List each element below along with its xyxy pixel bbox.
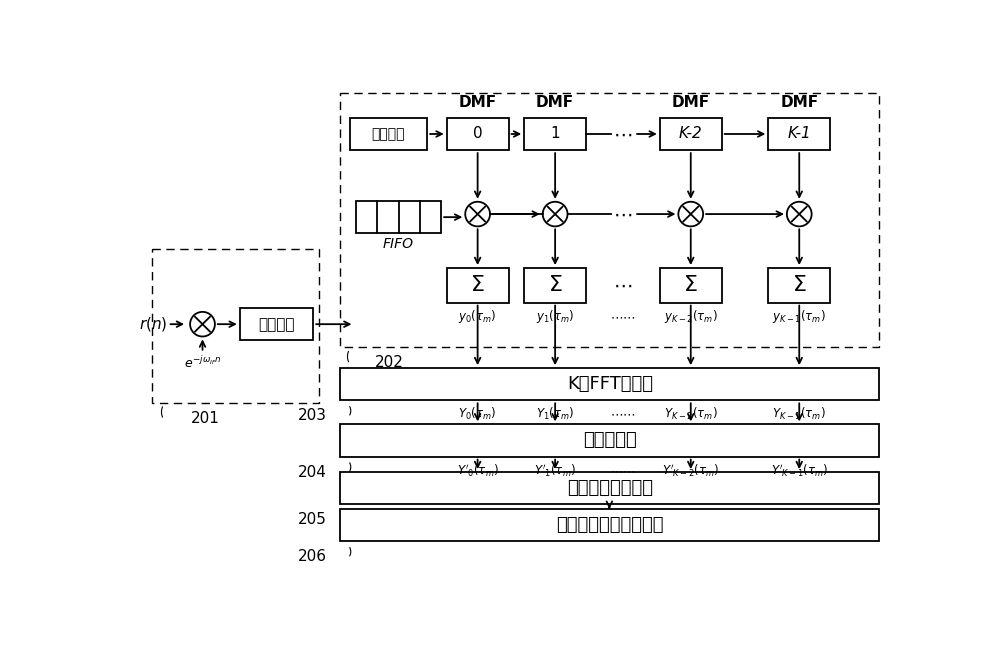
Bar bbox=[356, 201, 441, 233]
Text: $y_{K-2}(\tau_m)$: $y_{K-2}(\tau_m)$ bbox=[664, 308, 718, 325]
Text: $e^{-j\omega_{IF}n}$: $e^{-j\omega_{IF}n}$ bbox=[184, 355, 221, 371]
Bar bbox=[447, 268, 509, 303]
Text: $Y'_0(\tau_m)$: $Y'_0(\tau_m)$ bbox=[457, 462, 499, 479]
Text: 相邻残差补偿计算: 相邻残差补偿计算 bbox=[567, 479, 653, 497]
Text: $Y'_1(\tau_m)$: $Y'_1(\tau_m)$ bbox=[534, 462, 576, 479]
Text: 202: 202 bbox=[375, 355, 403, 370]
Text: $Y_{K-2}(\tau_m)$: $Y_{K-2}(\tau_m)$ bbox=[664, 407, 718, 422]
Bar bbox=[660, 268, 722, 303]
Circle shape bbox=[678, 202, 703, 226]
Bar bbox=[152, 249, 319, 403]
Text: $r(n)$: $r(n)$ bbox=[139, 315, 167, 333]
Bar bbox=[768, 268, 830, 303]
Text: 检测量提取与判决输出: 检测量提取与判决输出 bbox=[556, 516, 664, 534]
Bar bbox=[350, 118, 427, 150]
Text: $Y_0(\tau_m)$: $Y_0(\tau_m)$ bbox=[458, 407, 497, 422]
Circle shape bbox=[543, 202, 568, 226]
Text: DMF: DMF bbox=[536, 95, 574, 110]
Bar bbox=[660, 118, 722, 150]
Text: FIFO: FIFO bbox=[383, 237, 414, 251]
Bar bbox=[447, 118, 509, 150]
Text: $y_{K-1}(\tau_m)$: $y_{K-1}(\tau_m)$ bbox=[772, 308, 826, 325]
Bar bbox=[240, 308, 313, 340]
Text: $y_1(\tau_m)$: $y_1(\tau_m)$ bbox=[536, 308, 574, 325]
Text: $Y'_{K-2}(\tau_m)$: $Y'_{K-2}(\tau_m)$ bbox=[662, 462, 719, 479]
Text: 加窗运算器: 加窗运算器 bbox=[583, 432, 637, 449]
Bar bbox=[340, 93, 879, 347]
Text: $\cdots$: $\cdots$ bbox=[613, 124, 632, 143]
Text: K点FFT运算器: K点FFT运算器 bbox=[567, 375, 653, 393]
Bar bbox=[340, 368, 879, 401]
Text: 抽取滤波: 抽取滤波 bbox=[258, 317, 295, 332]
Bar bbox=[768, 118, 830, 150]
Text: $\cdots\cdots$: $\cdots\cdots$ bbox=[610, 310, 635, 323]
Bar bbox=[524, 268, 586, 303]
Text: $Y_{K-1}(\tau_m)$: $Y_{K-1}(\tau_m)$ bbox=[772, 407, 826, 422]
Text: $\cdots$: $\cdots$ bbox=[613, 204, 632, 223]
Text: $\cdots\cdots$: $\cdots\cdots$ bbox=[610, 408, 635, 421]
Text: $\Sigma$: $\Sigma$ bbox=[548, 275, 562, 295]
Text: DMF: DMF bbox=[459, 95, 497, 110]
Text: $\cdots\cdots$: $\cdots\cdots$ bbox=[610, 464, 635, 477]
Text: 201: 201 bbox=[191, 410, 220, 426]
Text: 1: 1 bbox=[550, 126, 560, 141]
Text: DMF: DMF bbox=[672, 95, 710, 110]
Text: K-1: K-1 bbox=[787, 126, 811, 141]
Circle shape bbox=[787, 202, 812, 226]
Text: K-2: K-2 bbox=[679, 126, 703, 141]
Text: 205: 205 bbox=[298, 512, 326, 527]
Text: 204: 204 bbox=[298, 465, 326, 479]
Text: 伪码序列: 伪码序列 bbox=[372, 127, 405, 141]
Text: DMF: DMF bbox=[780, 95, 818, 110]
Text: $\cdots$: $\cdots$ bbox=[613, 276, 632, 294]
Text: $\Sigma$: $\Sigma$ bbox=[683, 275, 698, 295]
Text: $\Sigma$: $\Sigma$ bbox=[792, 275, 807, 295]
Text: 206: 206 bbox=[298, 549, 326, 564]
Text: 203: 203 bbox=[298, 408, 326, 423]
Text: $\Sigma$: $\Sigma$ bbox=[470, 275, 485, 295]
Text: $Y_1(\tau_m)$: $Y_1(\tau_m)$ bbox=[536, 407, 574, 422]
Bar bbox=[524, 118, 586, 150]
Text: $Y'_{K-1}(\tau_m)$: $Y'_{K-1}(\tau_m)$ bbox=[771, 462, 828, 479]
Bar bbox=[340, 472, 879, 504]
Circle shape bbox=[465, 202, 490, 226]
Text: 0: 0 bbox=[473, 126, 482, 141]
Text: $y_0(\tau_m)$: $y_0(\tau_m)$ bbox=[458, 308, 497, 325]
Bar bbox=[340, 424, 879, 457]
Circle shape bbox=[190, 312, 215, 336]
Bar bbox=[340, 509, 879, 541]
